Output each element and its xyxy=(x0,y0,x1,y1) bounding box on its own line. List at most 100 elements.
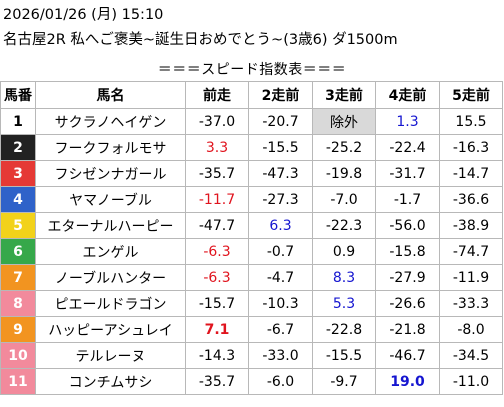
horse-number-badge: 1 xyxy=(0,108,36,135)
speed-index-cell: -35.7 xyxy=(185,160,249,187)
col-header-umaban: 馬番 xyxy=(0,81,36,109)
speed-index-cell: -10.3 xyxy=(248,290,313,317)
speed-index-cell: -47.3 xyxy=(248,160,313,187)
table-title: ＝＝＝スピード指数表＝＝＝ xyxy=(157,62,347,78)
speed-index-cell: -22.3 xyxy=(312,212,376,239)
horse-name: ノーブルハンター xyxy=(35,264,186,291)
speed-index-cell: -33.0 xyxy=(248,342,313,369)
horse-number-badge: 5 xyxy=(0,212,36,239)
speed-index-cell: -27.9 xyxy=(375,264,440,291)
horse-number-badge: 9 xyxy=(0,316,36,343)
speed-index-cell: -37.0 xyxy=(185,108,249,135)
speed-index-table: 馬番 馬名 前走 2走前 3走前 4走前 5走前 1 サクラノヘイゲン -37.0-… xyxy=(0,81,503,395)
horse-name: エンゲル xyxy=(35,238,186,265)
speed-index-cell: 6.3 xyxy=(248,212,313,239)
speed-index-cell: -19.8 xyxy=(312,160,376,187)
speed-index-cell: -1.7 xyxy=(375,186,440,213)
speed-index-cell: -46.7 xyxy=(375,342,440,369)
speed-index-cell: -36.6 xyxy=(439,186,503,213)
table-row: 5 エターナルハーピー -47.7 6.3 -22.3 -56.0 -38.9 xyxy=(0,212,503,239)
speed-index-cell: -22.4 xyxy=(375,134,440,161)
race-info: 名古屋2R 私へご褒美~誕生日おめでとう~(3歳6) ダ1500m xyxy=(3,32,398,48)
horse-name: ハッピーアシュレイ xyxy=(35,316,186,343)
speed-index-cell: -26.6 xyxy=(375,290,440,317)
table-row: 4 ヤマノーブル -11.7 -27.3 -7.0 -1.7 -36.6 xyxy=(0,186,503,213)
speed-index-cell: 5.3 xyxy=(312,290,376,317)
speed-index-cell: 除外 xyxy=(312,108,376,135)
speed-index-cell: -11.0 xyxy=(439,368,503,395)
speed-index-cell: -14.3 xyxy=(185,342,249,369)
speed-index-cell: -6.3 xyxy=(185,264,249,291)
speed-index-cell: 0.9 xyxy=(312,238,376,265)
speed-index-cell: -9.7 xyxy=(312,368,376,395)
col-header-3-races-ago: 3走前 xyxy=(312,81,376,109)
col-header-4-races-ago: 4走前 xyxy=(375,81,440,109)
horse-name: ピエールドラゴン xyxy=(35,290,186,317)
table-row: 8 ピエールドラゴン -15.7 -10.3 5.3 -26.6 -33.3 xyxy=(0,290,503,317)
speed-index-cell: -15.7 xyxy=(185,290,249,317)
speed-index-cell: -0.7 xyxy=(248,238,313,265)
speed-index-cell: 19.0 xyxy=(375,368,440,395)
horse-name: エターナルハーピー xyxy=(35,212,186,239)
speed-index-cell: -15.5 xyxy=(312,342,376,369)
speed-index-cell: -35.7 xyxy=(185,368,249,395)
col-header-2-races-ago: 2走前 xyxy=(248,81,313,109)
table-header-row: 馬番 馬名 前走 2走前 3走前 4走前 5走前 xyxy=(0,81,503,109)
speed-index-cell: -27.3 xyxy=(248,186,313,213)
speed-index-cell: -6.0 xyxy=(248,368,313,395)
horse-name: ヤマノーブル xyxy=(35,186,186,213)
race-datetime: 2026/01/26 (月) 15:10 xyxy=(3,7,164,23)
speed-index-cell: -6.7 xyxy=(248,316,313,343)
table-row: 11 コンチムサシ -35.7 -6.0 -9.7 19.0 -11.0 xyxy=(0,368,503,395)
horse-number-badge: 6 xyxy=(0,238,36,265)
table-row: 3 フシゼンナガール -35.7 -47.3 -19.8 -31.7 -14.7 xyxy=(0,160,503,187)
speed-index-cell: -15.5 xyxy=(248,134,313,161)
speed-index-cell: 3.3 xyxy=(185,134,249,161)
horse-number-badge: 3 xyxy=(0,160,36,187)
speed-index-cell: 8.3 xyxy=(312,264,376,291)
speed-index-cell: -7.0 xyxy=(312,186,376,213)
speed-index-cell: -21.8 xyxy=(375,316,440,343)
speed-index-cell: -20.7 xyxy=(248,108,313,135)
speed-index-cell: -47.7 xyxy=(185,212,249,239)
speed-index-cell: -22.8 xyxy=(312,316,376,343)
table-row: 7 ノーブルハンター -6.3 -4.7 8.3 -27.9 -11.9 xyxy=(0,264,503,291)
speed-index-cell: 1.3 xyxy=(375,108,440,135)
speed-index-cell: -38.9 xyxy=(439,212,503,239)
table-row: 1 サクラノヘイゲン -37.0 -20.7 除外 1.3 15.5 xyxy=(0,108,503,135)
speed-index-cell: -15.8 xyxy=(375,238,440,265)
horse-name: フシゼンナガール xyxy=(35,160,186,187)
table-row: 9 ハッピーアシュレイ 7.1 -6.7 -22.8 -21.8 -8.0 xyxy=(0,316,503,343)
horse-number-badge: 2 xyxy=(0,134,36,161)
speed-index-cell: -11.7 xyxy=(185,186,249,213)
col-header-horse-name: 馬名 xyxy=(35,81,186,109)
speed-index-cell: -74.7 xyxy=(439,238,503,265)
horse-name: テルレーヌ xyxy=(35,342,186,369)
speed-index-cell: -56.0 xyxy=(375,212,440,239)
col-header-5-races-ago: 5走前 xyxy=(439,81,503,109)
speed-index-cell: -6.3 xyxy=(185,238,249,265)
horse-number-badge: 11 xyxy=(0,368,36,395)
speed-index-cell: -33.3 xyxy=(439,290,503,317)
horse-name: サクラノヘイゲン xyxy=(35,108,186,135)
speed-index-cell: -31.7 xyxy=(375,160,440,187)
table-row: 10 テルレーヌ -14.3 -33.0 -15.5 -46.7 -34.5 xyxy=(0,342,503,369)
horse-number-badge: 8 xyxy=(0,290,36,317)
speed-index-cell: -8.0 xyxy=(439,316,503,343)
table-body: 1 サクラノヘイゲン -37.0 -20.7 除外 1.3 15.5 2 フークフォルモサ 3.3… xyxy=(0,108,503,395)
horse-name: コンチムサシ xyxy=(35,368,186,395)
horse-name: フークフォルモサ xyxy=(35,134,186,161)
speed-index-cell: -4.7 xyxy=(248,264,313,291)
horse-number-badge: 7 xyxy=(0,264,36,291)
table-row: 2 フークフォルモサ 3.3 -15.5 -25.2 -22.4 -16.3 xyxy=(0,134,503,161)
speed-index-cell: 15.5 xyxy=(439,108,503,135)
speed-index-cell: -14.7 xyxy=(439,160,503,187)
horse-number-badge: 10 xyxy=(0,342,36,369)
table-row: 6 エンゲル -6.3 -0.7 0.9 -15.8 -74.7 xyxy=(0,238,503,265)
horse-number-badge: 4 xyxy=(0,186,36,213)
speed-index-cell: -16.3 xyxy=(439,134,503,161)
col-header-last-race: 前走 xyxy=(185,81,249,109)
speed-index-cell: -11.9 xyxy=(439,264,503,291)
speed-index-cell: -34.5 xyxy=(439,342,503,369)
speed-index-cell: 7.1 xyxy=(185,316,249,343)
